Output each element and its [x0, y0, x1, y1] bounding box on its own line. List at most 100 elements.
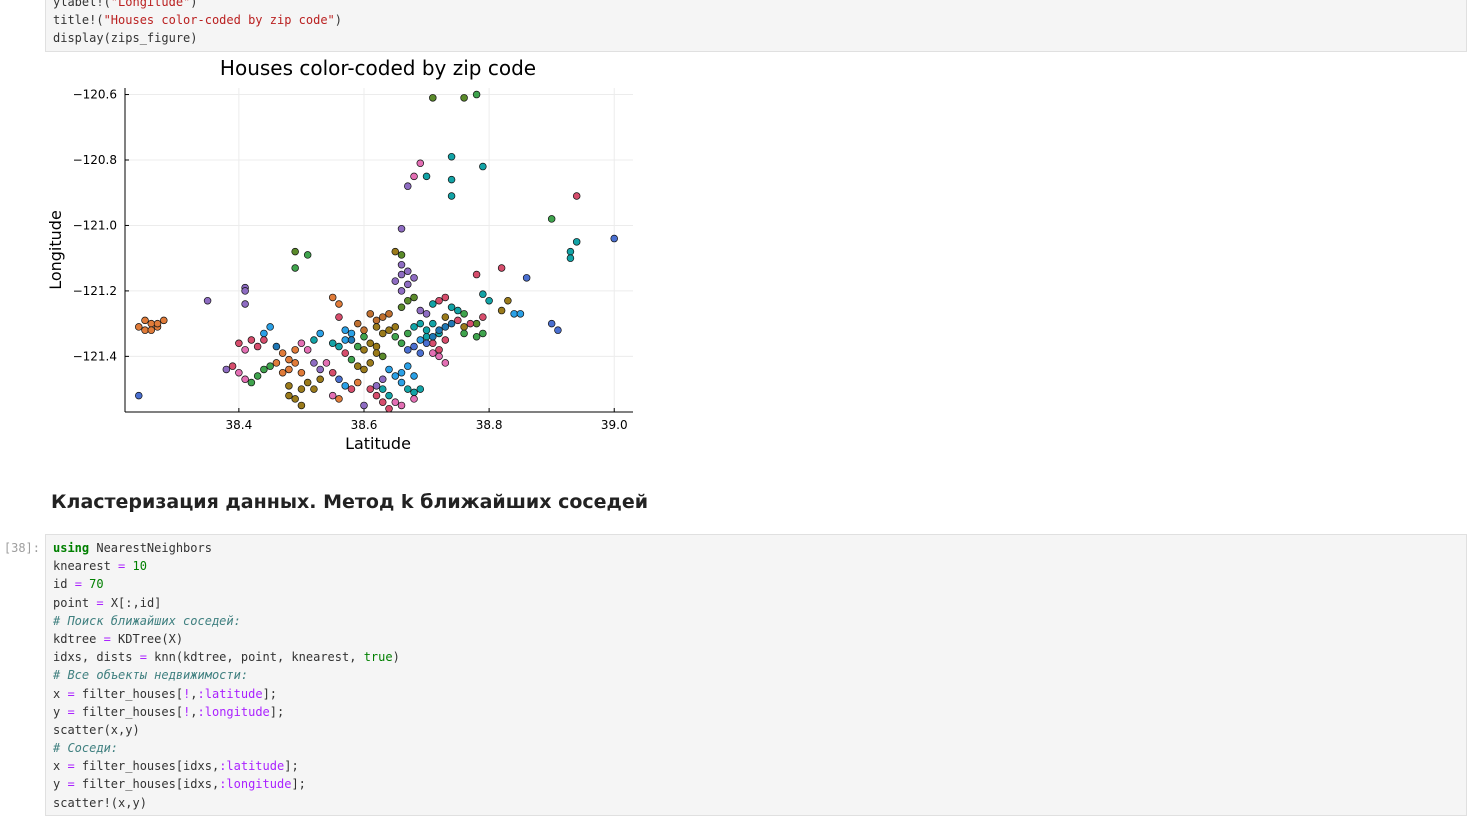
- data-point: [291, 359, 299, 367]
- data-point: [228, 362, 237, 370]
- y-tick-label: −121.2: [73, 284, 117, 298]
- data-point: [472, 332, 481, 341]
- code-token: ): [190, 0, 198, 9]
- code-token: "Houses color-coded by zip code": [103, 13, 335, 28]
- data-point: [253, 342, 262, 351]
- data-point: [416, 336, 425, 344]
- data-point: [429, 300, 437, 308]
- code-token: ylabel!(: [53, 0, 111, 9]
- data-point: [460, 94, 468, 102]
- chart-grid: [125, 88, 633, 412]
- data-point: [278, 349, 287, 357]
- data-point: [353, 362, 362, 370]
- data-point: [322, 359, 331, 367]
- chart-axes: 38.4 38.6 38.8 39.0 −121.4 −121.2 −121.0 −120.8…: [73, 88, 633, 432]
- data-point: [410, 172, 418, 181]
- data-point: [235, 339, 243, 348]
- data-point: [385, 391, 393, 400]
- code-token: kdtree: [53, 631, 104, 646]
- data-point: [360, 346, 368, 354]
- data-point: [447, 319, 456, 328]
- code-token: point: [53, 595, 97, 610]
- data-point: [429, 349, 437, 357]
- section-heading: Кластеризация данных. Метод k ближайших …: [51, 491, 649, 513]
- code-line: scatter(x,y): [53, 721, 1459, 739]
- data-point: [410, 323, 418, 331]
- code-token: =: [118, 559, 126, 574]
- code-token: KDTree(X): [110, 631, 184, 646]
- data-point: [479, 329, 487, 338]
- data-point: [310, 385, 318, 393]
- x-tick-label: 39.0: [601, 418, 628, 432]
- data-point: [422, 310, 431, 318]
- code-token: ,: [190, 704, 198, 719]
- data-point: [522, 274, 531, 282]
- code-token: # Соседи:: [53, 741, 119, 756]
- data-point: [372, 382, 381, 390]
- data-point: [372, 323, 381, 331]
- data-point: [441, 336, 450, 344]
- code-token: =: [67, 777, 75, 792]
- code-line: using NearestNeighbors: [53, 539, 1459, 557]
- data-point: [310, 336, 318, 344]
- code-token: # Поиск ближайших соседей:: [53, 613, 241, 628]
- data-point: [135, 323, 143, 331]
- code-token: =: [67, 686, 75, 701]
- code-token: scatter(x,y): [53, 722, 140, 737]
- data-point: [141, 326, 149, 334]
- data-point: [516, 310, 525, 318]
- x-tick-label: 38.8: [476, 418, 503, 432]
- data-point: [510, 310, 518, 318]
- data-point: [547, 215, 556, 223]
- data-point: [441, 359, 450, 367]
- data-point: [435, 326, 443, 334]
- code-token: ): [392, 650, 400, 665]
- data-point: [272, 342, 281, 351]
- code-token: =: [67, 704, 75, 719]
- data-point: [404, 385, 412, 393]
- data-point: [410, 342, 418, 351]
- data-point: [441, 313, 450, 321]
- data-point: [360, 401, 368, 410]
- code-line: point = X[:,id]: [53, 594, 1459, 612]
- data-point: [397, 368, 406, 377]
- data-point: [341, 326, 349, 334]
- data-point: [297, 368, 306, 377]
- data-point: [372, 316, 381, 325]
- data-point: [272, 359, 281, 367]
- data-point: [366, 310, 374, 318]
- data-point: [416, 159, 425, 168]
- data-point: [335, 313, 343, 321]
- code-token: ,: [190, 686, 198, 701]
- data-point: [135, 391, 143, 400]
- code-line: x = filter_houses[idxs,:latitude];: [53, 757, 1459, 775]
- data-point: [429, 332, 437, 341]
- data-point: [460, 310, 468, 318]
- code-token: x: [53, 759, 68, 774]
- data-point: [379, 313, 387, 321]
- data-point: [372, 349, 381, 357]
- data-point: [291, 395, 299, 403]
- data-point: [397, 287, 406, 295]
- data-point: [335, 300, 343, 308]
- data-point: [347, 329, 356, 338]
- data-point: [460, 329, 468, 338]
- data-point: [547, 319, 556, 328]
- code-cell-38[interactable]: using NearestNeighbors knearest = 10 id = …: [45, 534, 1467, 816]
- code-line: y = filter_houses[!,:longitude];: [53, 703, 1459, 721]
- code-token: 70: [89, 577, 104, 592]
- code-line: title!("Houses color-coded by zip code"): [53, 11, 1459, 29]
- data-point: [235, 368, 243, 377]
- data-point: [347, 336, 356, 344]
- code-token: title!(: [53, 13, 104, 28]
- data-point: [566, 247, 575, 256]
- code-cell-previous[interactable]: ylabel!("Longitude") title!("Houses color…: [45, 0, 1467, 52]
- data-point: [385, 404, 393, 413]
- code-line: # Поиск ближайших соседей:: [53, 612, 1459, 630]
- data-point: [303, 378, 312, 387]
- code-token: scatter!(x,y): [53, 795, 147, 810]
- code-token: true: [363, 650, 393, 665]
- data-point: [397, 251, 406, 259]
- data-point: [404, 296, 412, 305]
- code-token: ];: [262, 686, 278, 701]
